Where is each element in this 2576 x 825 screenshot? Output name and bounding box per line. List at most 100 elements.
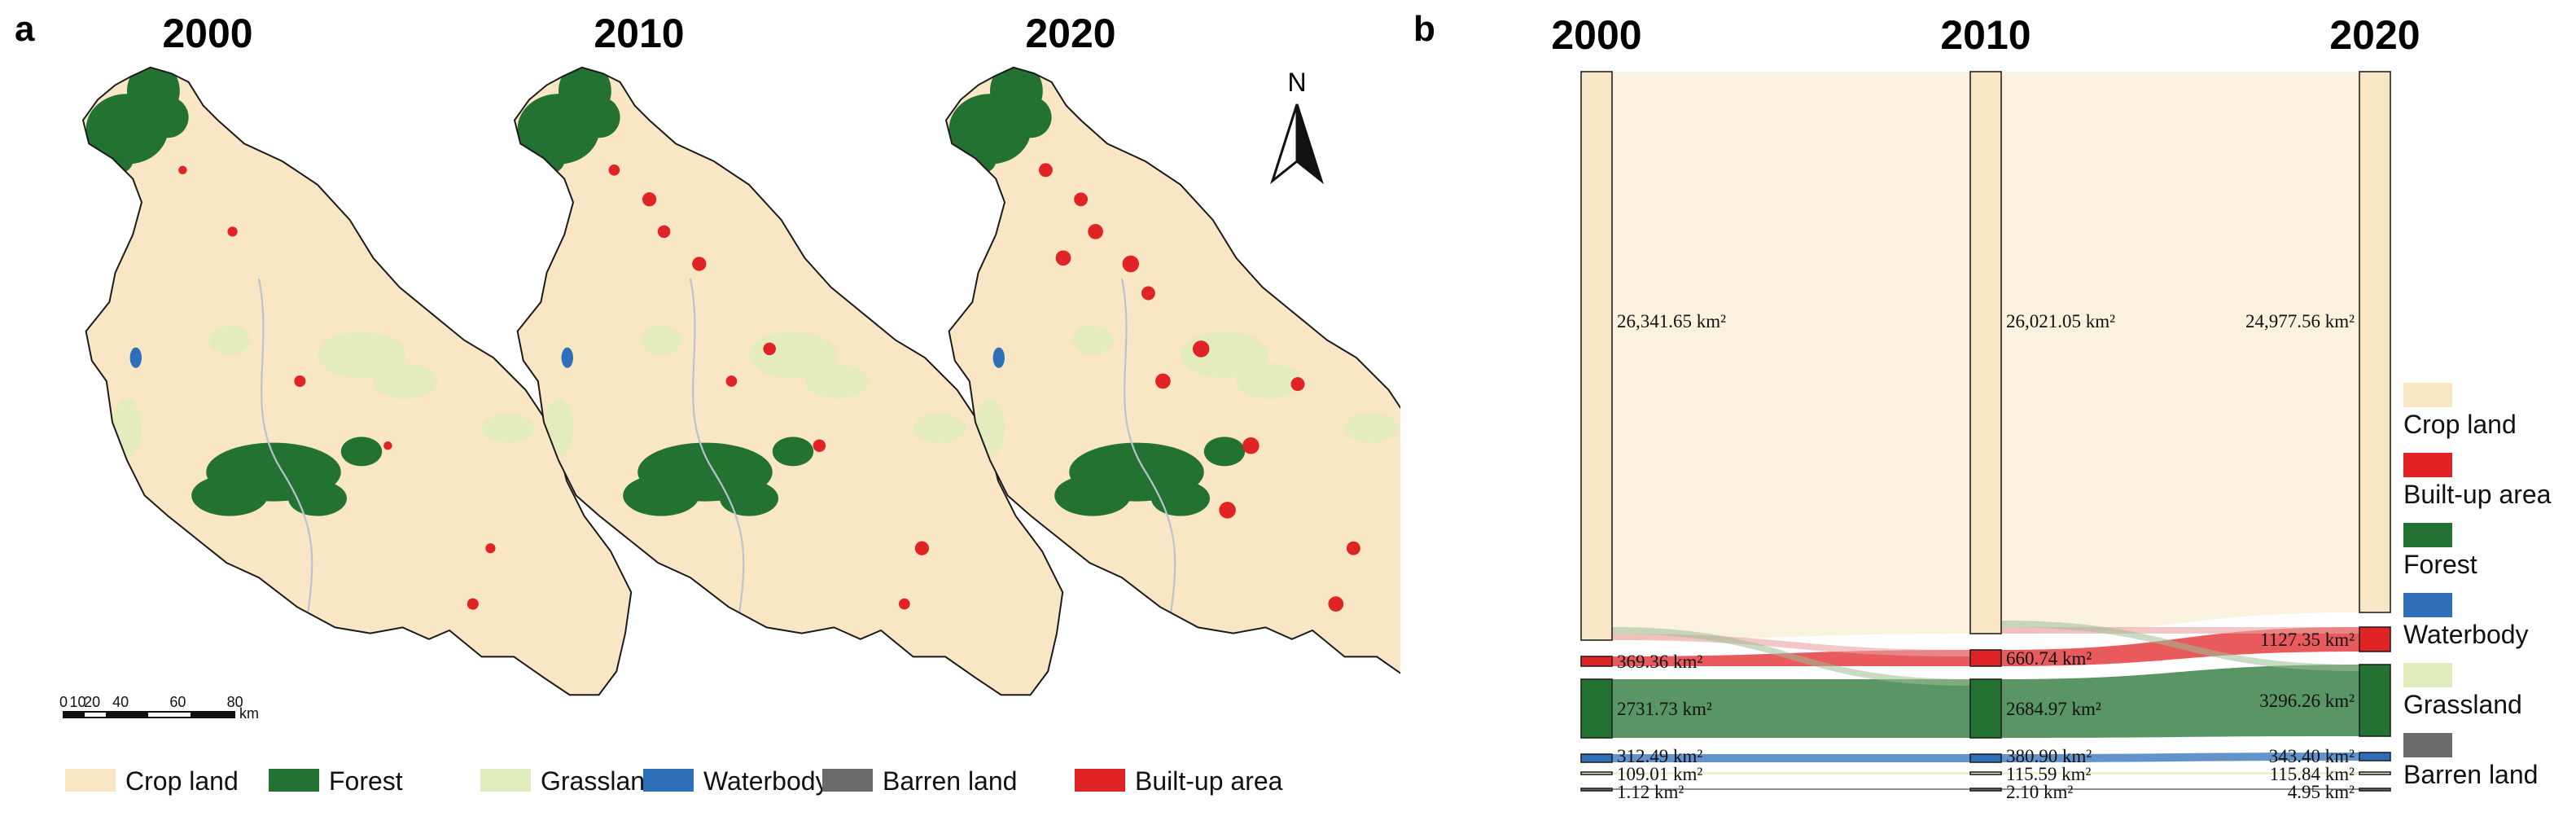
sankey-node-waterbody: [2359, 752, 2391, 761]
legend-label: Crop land: [2403, 410, 2517, 439]
scale-tick-label: 10: [70, 694, 86, 710]
sankey-node-grassland: [1969, 771, 2002, 775]
north-arrow-icon: N: [1270, 68, 1324, 185]
sankey-node-waterbody: [1969, 753, 2002, 763]
sankey-node-crop-land: [1580, 71, 1613, 641]
legend-label: Built-up area: [2403, 480, 2552, 509]
legend-label: Crop land: [125, 766, 239, 796]
sankey-flow-grassland: [1612, 772, 1970, 775]
legend-item: Grassland: [2403, 663, 2522, 719]
sankey-value-label: 343.40 km²: [2269, 746, 2355, 766]
legend-swatch: [2403, 663, 2452, 687]
legend-swatch: [269, 769, 319, 792]
legend-label: Barren land: [883, 766, 1017, 796]
sankey-flow-forest: [2001, 665, 2359, 738]
sankey-value-label: 26,341.65 km²: [1617, 311, 1726, 331]
sankey-year-label: 2000: [1551, 12, 1641, 58]
legend-label: Grassland: [2403, 690, 2522, 719]
sankey-value-label: 380.90 km²: [2006, 746, 2092, 766]
sankey-value-label: 312.49 km²: [1617, 746, 1702, 766]
scale-tick-label: 0: [59, 694, 68, 710]
sankey-value-label: 115.59 km²: [2006, 764, 2092, 784]
land-cover-map-2010: [514, 66, 1064, 696]
sankey-value-label: 1127.35 km²: [2260, 630, 2355, 650]
scale-unit-label: km: [239, 705, 259, 722]
legend-swatch: [480, 769, 531, 792]
land-cover-map-2020: [945, 66, 1400, 696]
legend-item: Waterbody: [643, 766, 829, 796]
sankey-value-label: 2731.73 km²: [1617, 699, 1712, 719]
legend-swatch: [2403, 383, 2452, 407]
sankey-flow-crop-land: [2001, 72, 2359, 634]
legend-swatch: [822, 769, 873, 792]
sankey-node-built-up-area: [1969, 649, 2002, 667]
legend-label: Grassland: [541, 766, 659, 796]
scale-tick-label: 80: [227, 694, 243, 710]
sankey-value-label: 1.12 km²: [1617, 782, 1684, 802]
north-label: N: [1287, 68, 1306, 97]
legend-item: Crop land: [2403, 383, 2517, 439]
map-year-label: 2000: [162, 11, 252, 56]
sankey-node-built-up-area: [1580, 656, 1613, 667]
sankey-node-barren-land: [1580, 788, 1613, 792]
scale-tick-label: 20: [84, 694, 100, 710]
sankey-node-forest: [1969, 678, 2002, 739]
legend-label: Waterbody: [2403, 620, 2529, 649]
legend-swatch: [643, 769, 694, 792]
sankey-flow-grassland: [2001, 772, 2359, 775]
map-year-label: 2020: [1025, 11, 1115, 56]
sankey-node-waterbody: [1580, 753, 1613, 763]
map-group: 2000 2010 2020: [82, 11, 1400, 696]
legend-swatch: [2403, 593, 2452, 617]
sankey-node-forest: [1580, 678, 1613, 739]
scale-tick-label: 60: [169, 694, 186, 710]
legend-item: Barren land: [2403, 733, 2538, 789]
sankey-legend: Crop land Built-up area Forest Waterbody Gra…: [2403, 383, 2552, 789]
sankey-node-built-up-area: [2359, 626, 2391, 652]
sankey-node-barren-land: [1969, 788, 2002, 792]
legend-item: Crop land: [65, 766, 239, 796]
sankey-value-label: 660.74 km²: [2006, 648, 2092, 669]
legend-label: Barren land: [2403, 760, 2538, 789]
sankey-value-label: 26,021.05 km²: [2006, 311, 2115, 331]
sankey-flow-waterbody: [1612, 754, 1970, 762]
legend-label: Waterbody: [703, 766, 829, 796]
panel-b-letter: b: [1413, 9, 1435, 49]
scale-tick-label: 40: [112, 694, 129, 710]
panel-b-sankey: b 2000 2010 2020 26,341.65 km² 369.36 km² 27…: [1413, 9, 2552, 802]
legend-item: Built-up area: [2403, 453, 2552, 509]
panel-a-letter: a: [15, 9, 35, 49]
sankey-flow-waterbody: [2001, 753, 2359, 762]
sankey-node-crop-land: [1969, 71, 2002, 634]
sankey-year-label: 2020: [2329, 12, 2420, 58]
sankey-year-label: 2010: [1940, 12, 2031, 58]
sankey-flow-forest: [1612, 679, 1970, 738]
legend-item: Forest: [269, 766, 403, 796]
sankey-flow-crop-to-forest: [2001, 621, 2359, 671]
sankey-value-label: 369.36 km²: [1617, 652, 1702, 672]
legend-item: Forest: [2403, 523, 2477, 579]
map-year-label: 2010: [594, 11, 684, 56]
sankey-flow-crop-to-forest: [1612, 627, 1970, 686]
legend-swatch: [2403, 733, 2452, 757]
legend-swatch: [2403, 523, 2452, 547]
sankey-value-label: 24,977.56 km²: [2245, 311, 2355, 331]
legend-swatch: [2403, 453, 2452, 477]
legend-swatch: [1075, 769, 1125, 792]
legend-label: Forest: [329, 766, 403, 796]
sankey-node-forest: [2359, 664, 2391, 737]
land-cover-map-2000: [82, 66, 633, 696]
sankey-value-label: 4.95 km²: [2288, 782, 2355, 802]
sankey-value-label: 109.01 km²: [1617, 764, 1702, 784]
sankey-node-grassland: [2359, 771, 2391, 775]
sankey-value-label: 115.84 km²: [2270, 764, 2355, 784]
legend-item: Built-up area: [1075, 766, 1283, 796]
legend-swatch: [65, 769, 116, 792]
sankey-flow-barren-land: [2001, 788, 2359, 790]
legend-label: Forest: [2403, 550, 2477, 579]
legend-item: Waterbody: [2403, 593, 2529, 649]
sankey-flow-crop-to-builtup: [1612, 634, 1970, 656]
legend-label: Built-up area: [1135, 766, 1283, 796]
